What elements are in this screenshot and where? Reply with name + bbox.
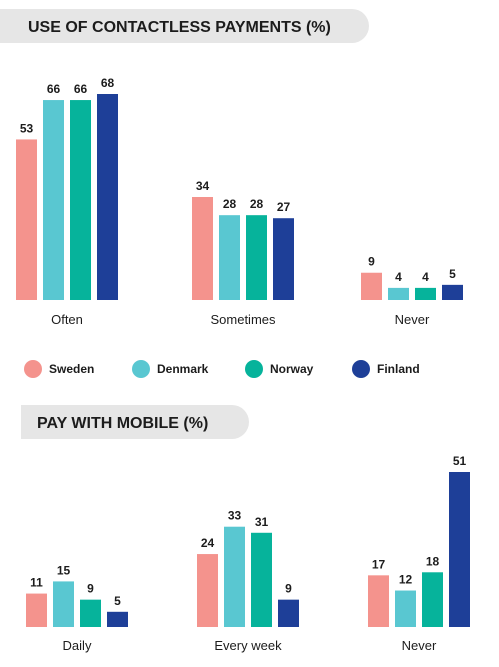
chart1-plot: 53 66 66 68 Often 34 28 28 27 Sometimes 9 4 4 5 Never [16, 76, 463, 327]
chart1-value-label-sometimes-sweden: 34 [196, 179, 210, 193]
chart2-value-label-never-finland: 51 [453, 454, 467, 468]
chart1-value-label-never-sweden: 9 [368, 255, 375, 269]
chart2-value-label-never-norway: 18 [426, 554, 440, 568]
chart2-category-label-never: Never [402, 638, 437, 653]
chart1-bar-never-sweden [361, 272, 382, 300]
legend-label-denmark: Denmark [157, 362, 209, 376]
chart2-bar-every-week-finland [278, 599, 299, 627]
chart2-bar-every-week-sweden [197, 554, 218, 627]
chart2-bar-every-week-norway [251, 532, 272, 627]
chart2-value-label-never-denmark: 12 [399, 573, 413, 587]
chart2-value-label-never-sweden: 17 [372, 557, 386, 571]
chart2-value-label-daily-finland: 5 [114, 594, 121, 608]
chart1-bar-often-sweden [16, 139, 37, 300]
chart2-value-label-daily-norway: 9 [87, 582, 94, 596]
chart2-category-label-every-week: Every week [214, 638, 282, 653]
chart2-value-label-every-week-denmark: 33 [228, 509, 242, 523]
chart1-bar-sometimes-norway [246, 215, 267, 300]
legend-label-norway: Norway [270, 362, 314, 376]
chart2-value-label-every-week-finland: 9 [285, 582, 292, 596]
chart1-bar-sometimes-finland [273, 218, 294, 300]
chart1-bar-never-denmark [388, 287, 409, 300]
chart1-value-label-never-denmark: 4 [395, 270, 402, 284]
legend-swatch-sweden [24, 360, 42, 378]
chart1-value-label-often-sweden: 53 [20, 121, 34, 135]
legend-swatch-norway [245, 360, 263, 378]
chart2-bar-never-sweden [368, 575, 389, 627]
chart2-plot: 11 15 9 5 Daily 24 33 31 9 Every week 17 12 18 51 Neve… [26, 454, 470, 653]
legend-swatch-denmark [132, 360, 150, 378]
legend-label-finland: Finland [377, 362, 420, 376]
chart1-bar-often-denmark [43, 100, 64, 300]
legend-swatch-finland [352, 360, 370, 378]
chart1-category-label-sometimes: Sometimes [210, 312, 276, 327]
chart2-value-label-every-week-norway: 31 [255, 515, 269, 529]
chart2-bar-never-norway [422, 572, 443, 627]
chart1-bar-never-norway [415, 287, 436, 300]
legend: Sweden Denmark Norway Finland [24, 360, 420, 378]
chart1-value-label-sometimes-norway: 28 [250, 197, 264, 211]
chart1-value-label-often-norway: 66 [74, 82, 88, 96]
chart2-title-band: PAY WITH MOBILE (%) [21, 405, 249, 439]
chart1-value-label-never-finland: 5 [449, 267, 456, 281]
chart1-category-label-often: Often [51, 312, 83, 327]
chart1-value-label-sometimes-finland: 27 [277, 200, 291, 214]
chart2-bar-daily-finland [107, 611, 128, 627]
chart1-category-label-never: Never [395, 312, 430, 327]
chart2-value-label-every-week-sweden: 24 [201, 536, 215, 550]
chart1-bar-sometimes-sweden [192, 197, 213, 300]
chart2-bar-daily-norway [80, 599, 101, 627]
chart2-bar-daily-sweden [26, 593, 47, 627]
chart1-bar-often-finland [97, 94, 118, 300]
chart1-bar-never-finland [442, 284, 463, 300]
chart2-value-label-daily-sweden: 11 [30, 576, 43, 590]
chart1-bar-sometimes-denmark [219, 215, 240, 300]
chart2-value-label-daily-denmark: 15 [57, 563, 71, 577]
chart2-bar-never-denmark [395, 590, 416, 627]
chart1-value-label-often-denmark: 66 [47, 82, 61, 96]
chart1-bar-often-norway [70, 100, 91, 300]
chart2-title: PAY WITH MOBILE (%) [37, 415, 208, 432]
chart2-bar-never-finland [449, 472, 470, 627]
legend-label-sweden: Sweden [49, 362, 94, 376]
chart2-bar-daily-denmark [53, 581, 74, 627]
chart2-bar-every-week-denmark [224, 526, 245, 627]
chart1-value-label-sometimes-denmark: 28 [223, 197, 237, 211]
chart1-value-label-never-norway: 4 [422, 270, 429, 284]
chart1-title-band: USE OF CONTACTLESS PAYMENTS (%) [0, 9, 369, 43]
chart1-title: USE OF CONTACTLESS PAYMENTS (%) [28, 19, 331, 36]
chart1-value-label-often-finland: 68 [101, 76, 115, 90]
chart2-category-label-daily: Daily [63, 638, 92, 653]
